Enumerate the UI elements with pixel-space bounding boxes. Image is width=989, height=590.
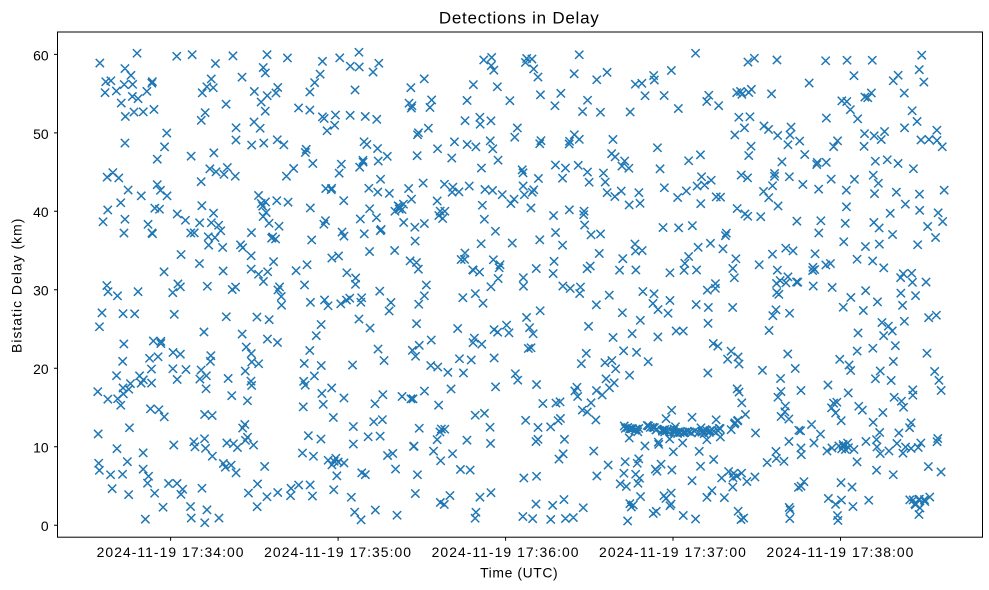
svg-text:2024-11-19 17:36:00: 2024-11-19 17:36:00 (432, 544, 580, 560)
svg-text:40: 40 (33, 204, 49, 220)
svg-text:2024-11-19 17:37:00: 2024-11-19 17:37:00 (599, 544, 747, 560)
svg-text:30: 30 (33, 283, 49, 299)
svg-text:0: 0 (41, 518, 49, 534)
svg-text:60: 60 (33, 47, 49, 63)
svg-text:Bistatic Delay (km): Bistatic Delay (km) (8, 218, 24, 353)
svg-text:Detections in Delay: Detections in Delay (439, 9, 600, 28)
svg-text:2024-11-19 17:34:00: 2024-11-19 17:34:00 (97, 544, 245, 560)
svg-text:Time (UTC): Time (UTC) (480, 564, 558, 580)
svg-text:50: 50 (33, 126, 49, 142)
svg-text:2024-11-19 17:35:00: 2024-11-19 17:35:00 (264, 544, 412, 560)
svg-text:2024-11-19 17:38:00: 2024-11-19 17:38:00 (767, 544, 915, 560)
svg-text:10: 10 (33, 440, 49, 456)
svg-text:20: 20 (33, 361, 49, 377)
